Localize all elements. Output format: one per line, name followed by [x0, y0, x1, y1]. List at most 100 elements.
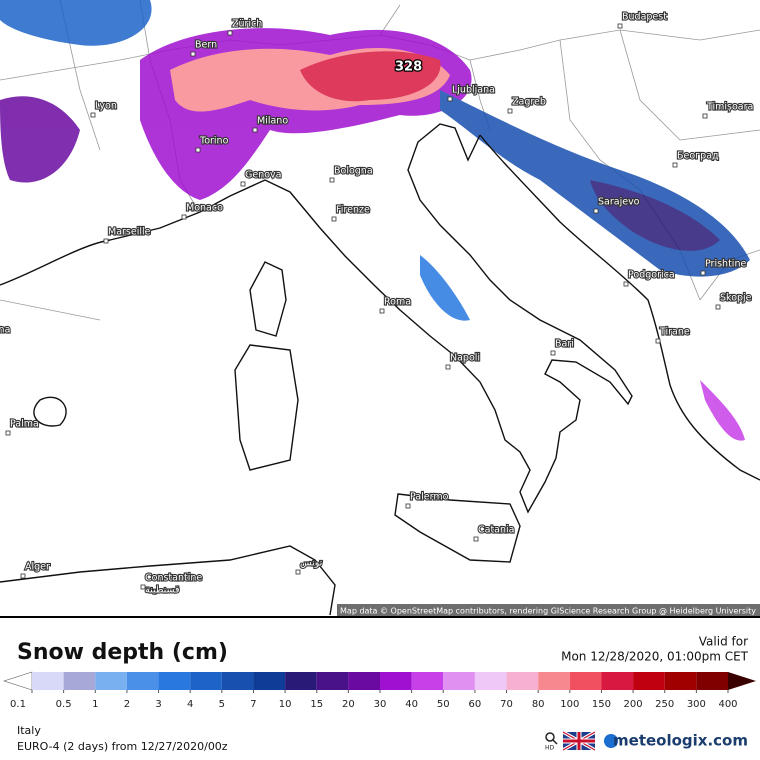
city-label: Sarajevo: [598, 197, 640, 208]
city-marker: [227, 30, 233, 36]
legend: Snow depth (cm) Valid for Mon 12/28/2020…: [3, 635, 756, 710]
scale-tick-label: 4: [187, 699, 193, 710]
city-label: Monaco: [186, 203, 223, 214]
city-marker: [507, 108, 513, 114]
city-label: Bari: [555, 339, 574, 350]
scale-tick-label: 20: [342, 699, 355, 710]
scale-box: [126, 672, 159, 690]
city-marker: [593, 208, 599, 214]
scale-tick-label: 100: [560, 699, 579, 710]
city-label: Palma: [10, 419, 39, 430]
city-marker: [550, 350, 556, 356]
scale-tick-label: 250: [655, 699, 674, 710]
scale-box: [569, 672, 602, 690]
city-marker: [240, 181, 246, 187]
scale-box: [63, 672, 96, 690]
city-marker: [295, 569, 301, 575]
city-marker: [617, 23, 623, 29]
city-label: Timișoara: [706, 102, 753, 113]
scale-box: [190, 672, 222, 690]
scale-tick-label: 70: [500, 699, 513, 710]
city-marker: [5, 430, 11, 436]
max-label: 328: [395, 60, 422, 75]
scale-tick-label: 400: [718, 699, 737, 710]
over-triangle: [728, 672, 756, 690]
scale-box: [32, 672, 64, 690]
uk-flag[interactable]: [562, 730, 596, 752]
city-label: Zürich: [232, 19, 262, 30]
brand[interactable]: meteologix.com: [613, 732, 748, 750]
brand-logo: [604, 734, 618, 748]
city-label: تونس: [300, 558, 323, 569]
scale-tick-label: 30: [374, 699, 387, 710]
city-labels: Zürich Bern Budapest Lyon Milano Torino Genova…: [0, 10, 754, 596]
hd-label[interactable]: HD: [545, 745, 555, 752]
city-label: Constantine: [145, 573, 202, 584]
city-marker: [715, 304, 721, 310]
scale-tick-label: 80: [532, 699, 545, 710]
scale-tick-label: 40: [405, 699, 418, 710]
valid-label: Valid for: [699, 635, 748, 649]
city-label: Београд: [677, 151, 719, 162]
scale-tick-label: 10: [279, 699, 292, 710]
zoom-icon-handle: [552, 739, 558, 745]
scale-tick-label: 0.5: [56, 699, 72, 710]
city-label: Genova: [245, 170, 281, 181]
city-label: Tirane: [659, 327, 690, 338]
scale-box: [95, 672, 127, 690]
city-label: Torino: [199, 136, 229, 147]
under-triangle: [3, 671, 33, 691]
model-info: EURO-4 (2 days) from 12/27/2020/00z: [17, 740, 228, 753]
scale-box: [221, 672, 254, 690]
coastlines: [0, 123, 760, 616]
city-label: Roma: [384, 297, 411, 308]
city-label: Marseille: [108, 227, 151, 238]
city-label: قسنطينة: [145, 585, 180, 596]
city-label: Alger: [25, 562, 50, 573]
city-label: Firenze: [336, 205, 370, 216]
attribution: Map data © OpenStreetMap contributors, r…: [340, 607, 756, 616]
city-label: Napoli: [450, 353, 480, 364]
zoom-icon[interactable]: [545, 732, 555, 742]
city-label: Barcelona: [0, 325, 10, 336]
scale-box: [538, 672, 570, 690]
region: Italy: [17, 724, 41, 737]
city-marker: [103, 238, 109, 244]
city-marker: [329, 177, 335, 183]
city-label: Bologna: [334, 166, 373, 177]
scale-box: [316, 672, 349, 690]
city-label: Catania: [478, 525, 514, 536]
snow-cover: [0, 0, 750, 441]
scale-box: [411, 672, 444, 690]
city-marker: [672, 162, 678, 168]
city-marker: [379, 308, 385, 314]
scale-tick-label: 300: [687, 699, 706, 710]
valid-time: Mon 12/28/2020, 01:00pm CET: [561, 650, 749, 664]
city-label: Ljubljana: [452, 85, 495, 96]
scale-tick-label: 3: [155, 699, 161, 710]
city-label: Palermo: [410, 492, 449, 503]
scale-box: [158, 672, 191, 690]
attribution-background: [337, 604, 760, 617]
city-label: Skopje: [720, 293, 752, 304]
city-marker: [702, 113, 708, 119]
scale-tick-label: 50: [437, 699, 450, 710]
scale-tick-label: 1: [92, 699, 98, 710]
scale-tick-label: 7: [250, 699, 256, 710]
city-marker: [655, 338, 661, 344]
legend-title: Snow depth (cm): [17, 640, 228, 665]
city-marker: [405, 503, 411, 509]
color-scale: 0.1 0.5 1 2 3 4 5 7 10 15 20 30 40 50 60 70 80 100 150 200 2…: [3, 671, 756, 710]
scale-tick-label: 2: [124, 699, 130, 710]
scale-tick-label: 15: [310, 699, 323, 710]
scale-box: [664, 672, 697, 690]
city-label: Milano: [257, 116, 288, 127]
scale-tick-label: 200: [624, 699, 643, 710]
city-marker: [473, 536, 479, 542]
scale-box: [380, 672, 412, 690]
city-label: Podgorica: [628, 270, 675, 281]
footer: Italy EURO-4 (2 days) from 12/27/2020/00…: [17, 724, 748, 753]
scale-tick-label: 150: [592, 699, 611, 710]
city-label: Zagreb: [512, 97, 546, 108]
